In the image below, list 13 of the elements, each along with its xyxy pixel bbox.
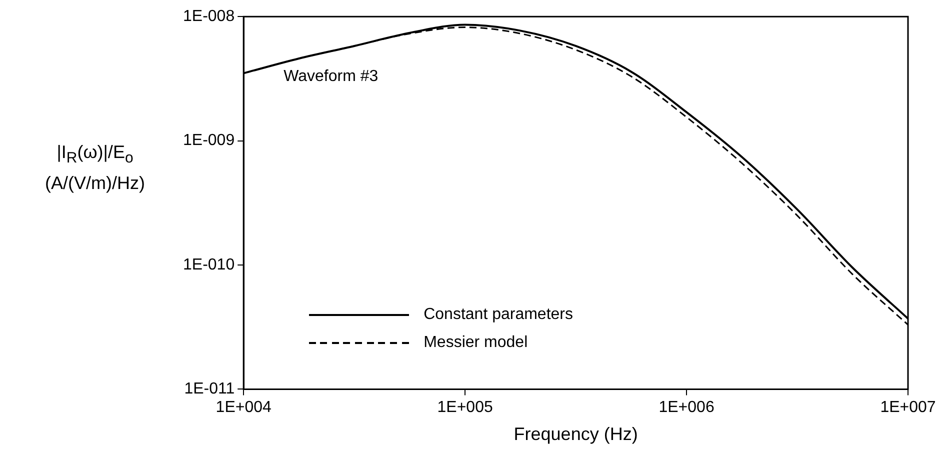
legend-label: Constant parameters: [424, 306, 573, 324]
x-tick-label: 1E+004: [216, 399, 272, 416]
x-axis-title: Frequency (Hz): [514, 424, 638, 444]
legend-label: Messier model: [424, 334, 528, 352]
y-axis-title: |I$_{R}$(ω)|/E$_{o}$ (A/(V/m)/Hz): [44, 142, 146, 195]
y-tick-label: 1E-011: [184, 380, 235, 398]
y-tick-label: 1E-009: [183, 132, 235, 150]
x-tick-label: 1E+005: [437, 399, 493, 416]
y-tick-label: 1E-008: [183, 8, 235, 26]
y-tick-label: 1E-010: [183, 256, 235, 274]
x-tick-label: 1E+007: [880, 399, 936, 416]
x-tick-label: 1E+006: [658, 399, 714, 416]
annotation: Waveform #3: [284, 68, 378, 86]
